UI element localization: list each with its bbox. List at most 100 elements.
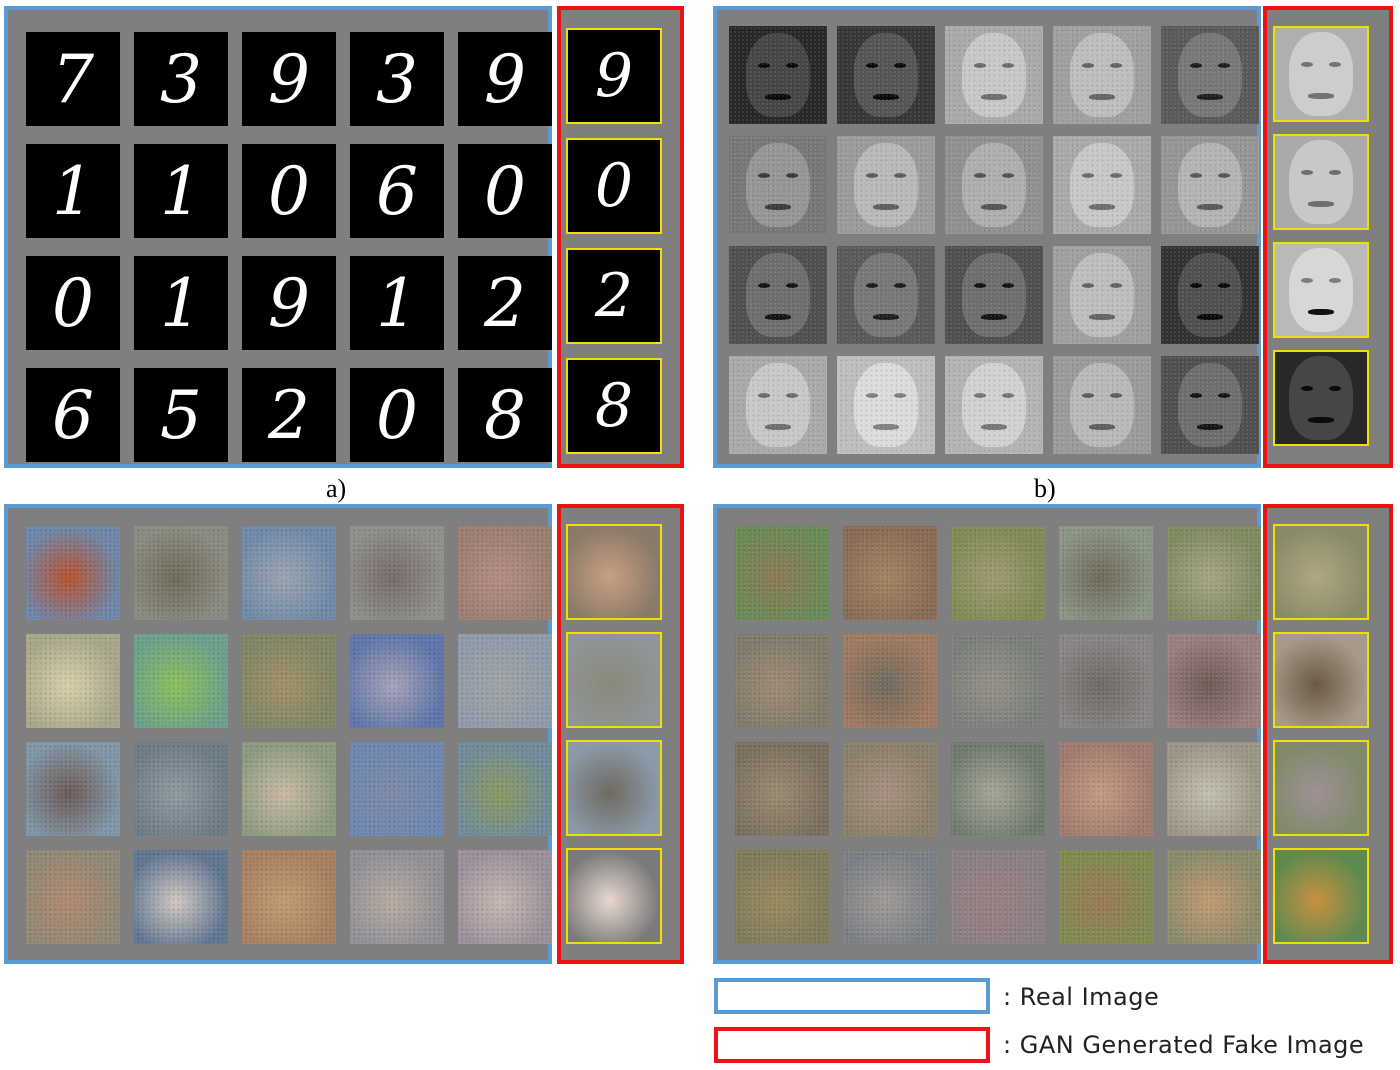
face-eye: [757, 63, 770, 69]
image-noise: [242, 742, 336, 836]
fake-natural-image: [1273, 740, 1369, 836]
real-natural-image: [1059, 850, 1153, 944]
image-noise: [1059, 526, 1153, 620]
real-natural-image: [735, 850, 829, 944]
face-mouth: [873, 94, 899, 101]
face-eye: [1189, 283, 1202, 289]
image-noise: [1053, 246, 1151, 344]
face-shape: [1178, 143, 1242, 227]
face-eye: [973, 63, 986, 69]
face-eye: [1081, 173, 1094, 179]
real-natural-image: [350, 634, 444, 728]
face-eye: [1329, 386, 1342, 392]
face-shape: [962, 143, 1026, 227]
face-shape: [962, 363, 1026, 447]
real-natural-image: [134, 850, 228, 944]
real-face-image: [1161, 26, 1259, 124]
face-eye: [1300, 62, 1313, 68]
image-noise: [242, 526, 336, 620]
face-mouth: [1308, 309, 1334, 316]
image-noise: [242, 850, 336, 944]
real-digit-tile: 9: [242, 256, 336, 350]
real-face-image: [1161, 246, 1259, 344]
panel-d-fake-column: [1273, 524, 1369, 944]
image-noise: [134, 850, 228, 944]
real-digit-tile: 6: [26, 368, 120, 462]
real-natural-image: [1167, 742, 1261, 836]
real-natural-image: [951, 634, 1045, 728]
face-mouth: [1308, 417, 1334, 424]
real-natural-image: [350, 850, 444, 944]
real-natural-image: [458, 850, 552, 944]
real-natural-image: [134, 634, 228, 728]
real-natural-image: [1167, 634, 1261, 728]
image-noise: [350, 742, 444, 836]
real-natural-image: [1059, 526, 1153, 620]
face-shape: [1178, 253, 1242, 337]
fake-natural-image: [1273, 524, 1369, 620]
face-shape: [1070, 143, 1134, 227]
real-natural-image: [242, 850, 336, 944]
image-noise: [350, 526, 444, 620]
real-natural-image: [242, 634, 336, 728]
image-noise: [458, 526, 552, 620]
face-eye: [757, 283, 770, 289]
panel-d-real-frame: [713, 504, 1261, 964]
face-mouth: [873, 424, 899, 431]
image-noise: [951, 742, 1045, 836]
face-eye: [757, 173, 770, 179]
face-mouth: [1308, 93, 1334, 100]
face-eye: [786, 63, 799, 69]
real-face-image: [729, 26, 827, 124]
image-noise: [945, 26, 1043, 124]
real-digit-tile: 7: [26, 32, 120, 126]
image-noise: [1059, 634, 1153, 728]
face-mouth: [1089, 424, 1115, 431]
fake-digit-tile: 8: [566, 358, 662, 454]
panel-a-fake-frame: 9 0 2 8: [557, 6, 684, 468]
face-mouth: [981, 424, 1007, 431]
real-natural-image: [1167, 526, 1261, 620]
face-shape: [962, 33, 1026, 117]
face-eye: [786, 173, 799, 179]
panel-b-real-frame: [713, 6, 1261, 468]
fake-face-image: [1273, 134, 1369, 230]
real-digit-tile: 0: [26, 256, 120, 350]
face-eye: [1218, 63, 1231, 69]
face-eye: [786, 393, 799, 399]
image-noise: [458, 850, 552, 944]
image-noise: [837, 246, 935, 344]
real-face-image: [1053, 356, 1151, 454]
real-natural-image: [735, 634, 829, 728]
face-shape: [854, 253, 918, 337]
face-eye: [894, 173, 907, 179]
panel-c-real-frame: [4, 504, 552, 964]
face-mouth: [1197, 314, 1223, 321]
real-digit-tile: 0: [242, 144, 336, 238]
face-eye: [1110, 63, 1123, 69]
fake-natural-image: [1273, 848, 1369, 944]
face-eye: [1300, 170, 1313, 176]
fake-face-image: [1273, 242, 1369, 338]
panel-c-fake-frame: [557, 504, 684, 964]
image-noise: [729, 356, 827, 454]
real-natural-image: [26, 742, 120, 836]
fake-digit-tile: 9: [566, 28, 662, 124]
face-eye: [865, 63, 878, 69]
fake-face-image: [1273, 26, 1369, 122]
real-digit-tile: 1: [134, 144, 228, 238]
legend-fake-swatch: [714, 1027, 990, 1063]
image-noise: [735, 634, 829, 728]
legend-real-swatch: [714, 978, 990, 1014]
image-noise: [729, 246, 827, 344]
real-face-image: [837, 26, 935, 124]
real-face-image: [1053, 246, 1151, 344]
real-digit-tile: 0: [458, 144, 552, 238]
real-face-image: [1161, 356, 1259, 454]
image-noise: [242, 634, 336, 728]
legend-real-label: : Real Image: [1003, 983, 1160, 1011]
face-mouth: [1089, 314, 1115, 321]
real-natural-image: [843, 634, 937, 728]
face-eye: [865, 393, 878, 399]
face-eye: [1329, 62, 1342, 68]
